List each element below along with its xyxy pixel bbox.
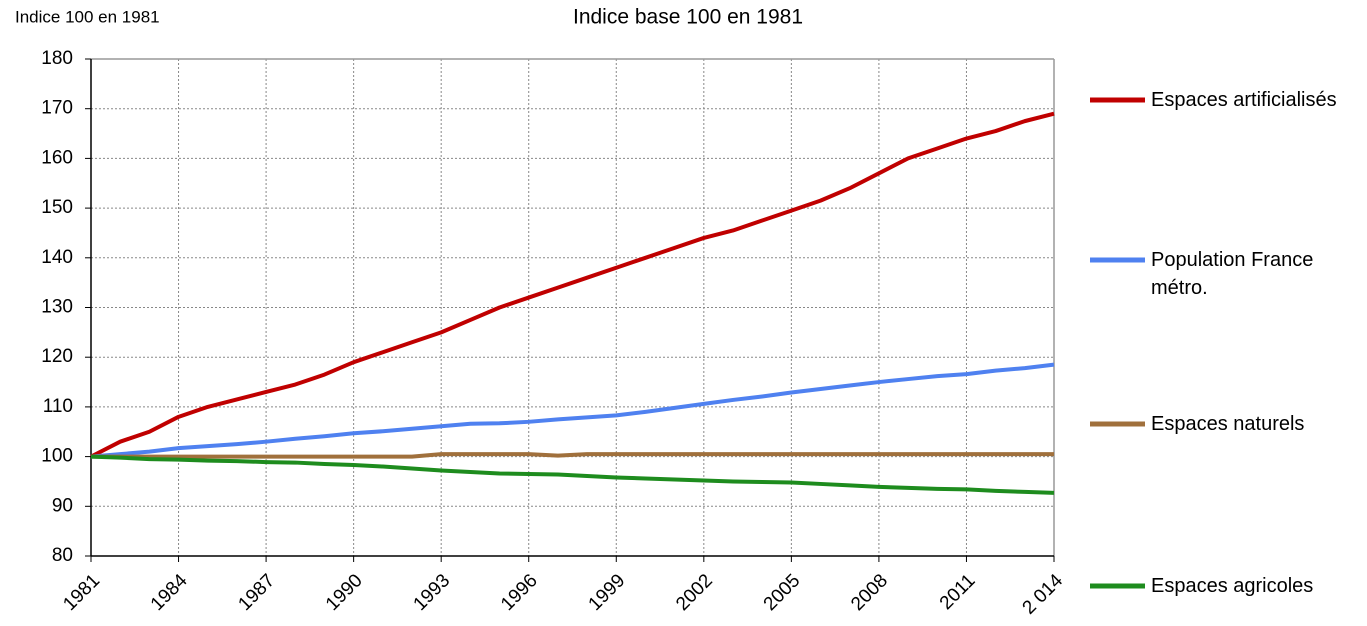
data-line xyxy=(91,452,1054,459)
y-tick-label: 120 xyxy=(41,346,73,367)
y-tick-label: 140 xyxy=(41,247,73,268)
legend-label: Population France métro. xyxy=(1151,249,1314,299)
x-tick-label: 2011 xyxy=(936,570,980,614)
y-tick-label: 80 xyxy=(52,545,73,566)
y-tick-label: 110 xyxy=(43,396,73,417)
legend-label: Espaces agricoles xyxy=(1151,575,1314,597)
x-tick-label: 2002 xyxy=(672,570,717,615)
y-tick-label: 130 xyxy=(41,297,73,318)
x-tick-label: 1993 xyxy=(410,570,455,615)
y-tick-label: 160 xyxy=(41,147,73,168)
legend-label: Espaces naturels xyxy=(1151,413,1305,435)
x-tick-label: 1996 xyxy=(497,570,542,615)
data-line xyxy=(90,454,1055,495)
x-tick-label: 1999 xyxy=(585,570,630,615)
legend-label: Espaces artificialisés xyxy=(1151,89,1337,111)
y-tick-label: 100 xyxy=(41,446,73,467)
x-tick-label: 1990 xyxy=(322,570,367,615)
x-tick-label: 2 014 xyxy=(1019,570,1068,619)
x-tick-label: 1987 xyxy=(234,570,279,615)
x-tick-label: 1981 xyxy=(59,570,104,615)
y-axis-label: Indice 100 en 1981 xyxy=(15,7,160,26)
chart-title: Indice base 100 en 1981 xyxy=(573,6,803,29)
x-tick-label: 2008 xyxy=(847,570,892,615)
y-tick-label: 90 xyxy=(52,495,73,516)
y-tick-label: 170 xyxy=(41,98,73,119)
data-line xyxy=(90,362,1055,459)
y-tick-label: 180 xyxy=(41,48,73,69)
x-tick-label: 2005 xyxy=(760,570,805,615)
y-tick-label: 150 xyxy=(41,197,73,218)
data-line xyxy=(90,111,1055,459)
x-tick-label: 1984 xyxy=(147,570,192,615)
